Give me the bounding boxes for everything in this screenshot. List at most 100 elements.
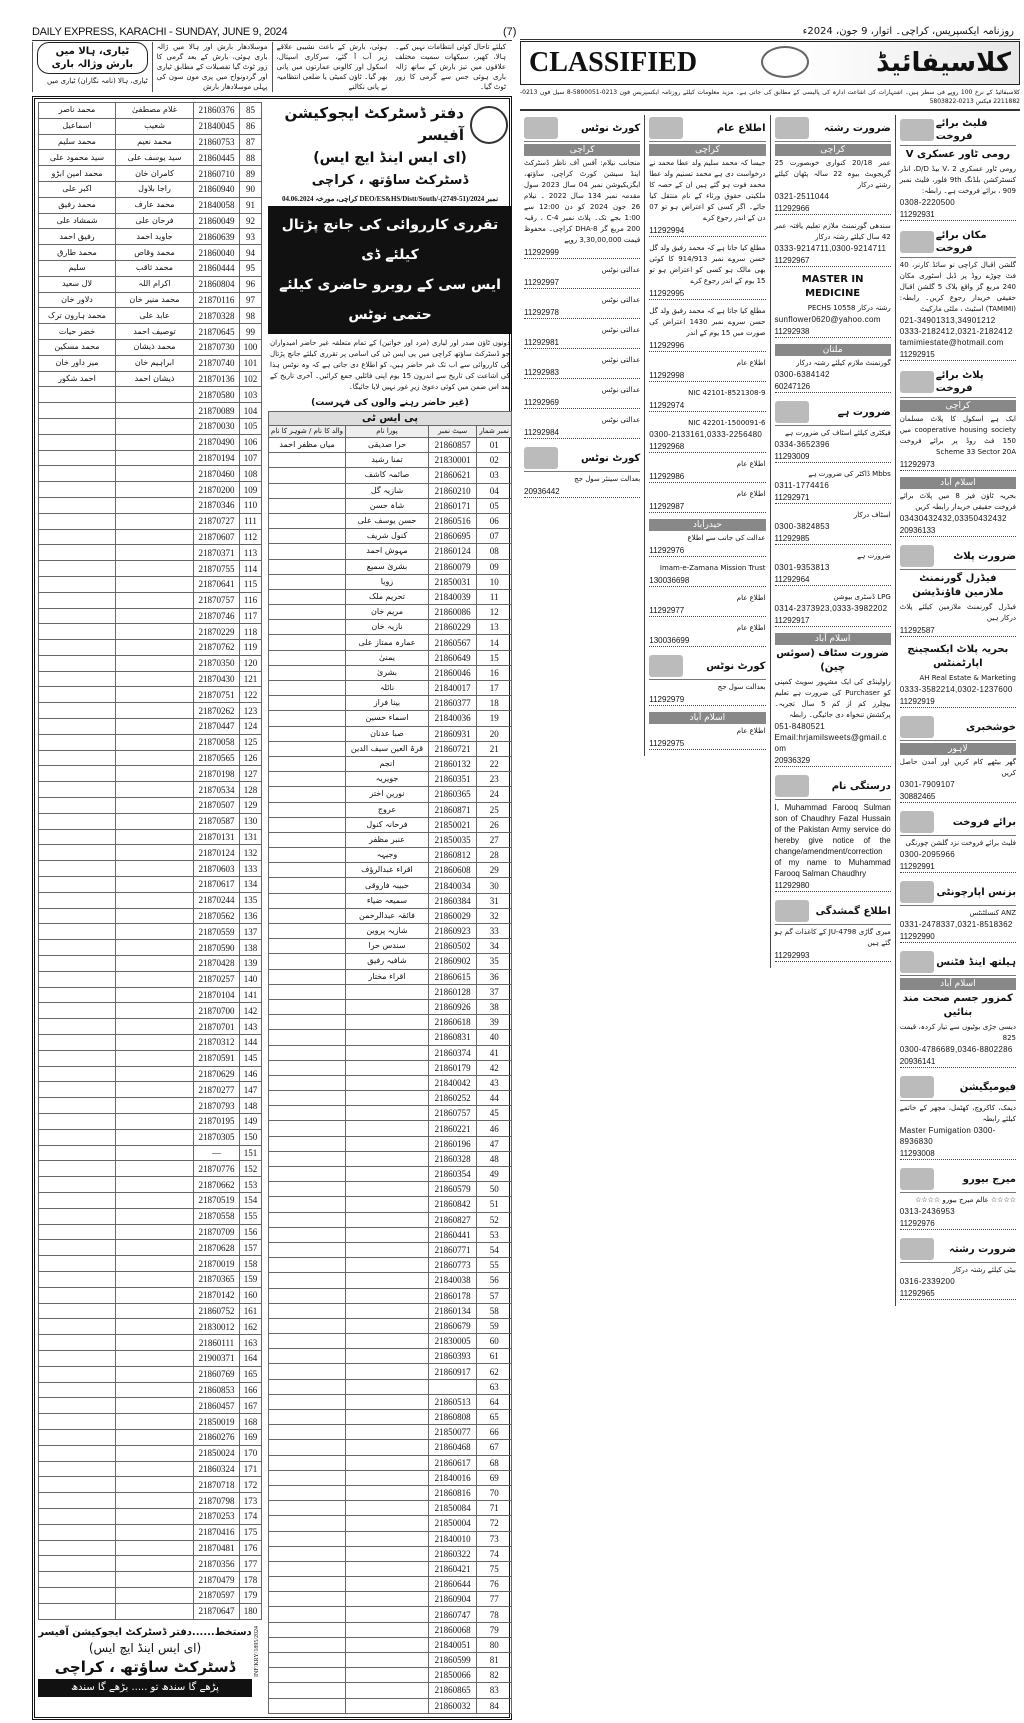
table-row: 125 21870058 bbox=[38, 733, 262, 751]
cell-serial: 37 bbox=[476, 983, 512, 1000]
table-row: 122 21870751 bbox=[38, 686, 262, 704]
cell-name bbox=[115, 1034, 194, 1051]
cell-father-name bbox=[38, 575, 116, 593]
cell-father-name bbox=[38, 449, 116, 467]
cell-serial: 115 bbox=[239, 575, 262, 593]
ad-number: 11292993 bbox=[774, 950, 891, 962]
cell-name bbox=[345, 1636, 429, 1654]
table-row: 147 21870277 bbox=[38, 1081, 262, 1099]
cell-seat-number: 21860032 bbox=[427, 1697, 478, 1714]
table-row: 10 21850031 زویا bbox=[267, 573, 512, 590]
table-row: 166 21860853 bbox=[38, 1381, 262, 1399]
cell-father-name bbox=[267, 1302, 347, 1319]
cell-name: وجیہہ bbox=[345, 847, 429, 864]
col-header-seat: سیٹ نمبر bbox=[427, 425, 478, 438]
masthead-english: DAILY EXPRESS, KARACHI - SUNDAY, JUNE 9,… bbox=[32, 26, 288, 38]
cell-name bbox=[115, 1476, 194, 1494]
cell-serial: 129 bbox=[239, 797, 262, 814]
cell-seat-number: 21870590 bbox=[193, 939, 240, 957]
table-row: 135 21870244 bbox=[38, 891, 262, 909]
table-row: 153 21870662 bbox=[38, 1176, 262, 1193]
news-column: کیلئے تاحال کوئی انتظامات نہیں کیے۔ ہالا… bbox=[395, 43, 506, 91]
ad-body: اطلاع عام bbox=[736, 490, 766, 498]
signature-row: دستخط......دفتر ڈسٹرکٹ ایجوکیشن آفیسر (ا… bbox=[38, 1620, 264, 1697]
cell-father-name bbox=[38, 1239, 116, 1257]
cell-name: راجا بلاول bbox=[115, 180, 194, 198]
cell-serial: 26 bbox=[476, 816, 512, 833]
table-row: 56 21840038 bbox=[267, 1272, 512, 1289]
cell-name bbox=[115, 797, 194, 814]
cell-seat-number: 21860831 bbox=[427, 1029, 478, 1046]
ad-heading: اطلاع گمشدگی bbox=[774, 898, 891, 925]
ad-body: عدالتی نوٹس bbox=[601, 296, 641, 304]
cell-serial: 170 bbox=[239, 1444, 262, 1462]
cell-father-name bbox=[267, 922, 347, 940]
cell-seat-number: 21860923 bbox=[427, 922, 478, 940]
cell-serial: 107 bbox=[239, 449, 262, 467]
cell-seat-number: 21860132 bbox=[427, 755, 478, 773]
ad-number: 11292915 bbox=[899, 349, 1016, 361]
ad-contact: 0300-4786689,0346-8802286 bbox=[899, 1045, 1013, 1054]
cell-serial: 147 bbox=[239, 1081, 262, 1099]
cell-father-name bbox=[38, 844, 116, 862]
cell-seat-number: 21850021 bbox=[427, 816, 478, 833]
cell-serial: 17 bbox=[476, 679, 512, 697]
ad-category: ضرورت رشتہ bbox=[949, 1243, 1016, 1255]
classified-ad: حیدرآباد عدالت کی جانب سے اطلاع 11292976 bbox=[649, 519, 766, 557]
cell-seat-number: 21830001 bbox=[427, 452, 478, 469]
cell-serial: 55 bbox=[476, 1257, 512, 1274]
cell-name bbox=[345, 1651, 429, 1669]
cell-father-name bbox=[267, 877, 347, 894]
classified-ad: عدالتی نوٹس 11292978 bbox=[524, 295, 641, 319]
cell-name bbox=[115, 702, 194, 720]
cell-name bbox=[345, 1439, 429, 1456]
cell-father-name bbox=[267, 1105, 347, 1122]
table-row: 67 21860468 bbox=[267, 1439, 512, 1456]
cell-father-name bbox=[38, 1097, 116, 1114]
cell-name bbox=[115, 876, 194, 893]
cell-father-name bbox=[38, 1444, 116, 1462]
cell-father-name bbox=[38, 1176, 116, 1193]
table-row: 144 21870312 bbox=[38, 1034, 262, 1051]
col-header-father: والد کا نام / شوہر کا نام bbox=[267, 425, 347, 438]
cell-seat-number: 21860468 bbox=[427, 1439, 478, 1456]
cell-seat-number: 21870762 bbox=[193, 639, 240, 656]
notice-left-column: 85 21860376 غلام مصطفیٰ محمد ناصر 86 21840045… bbox=[38, 102, 264, 1714]
ad-body: مطلع کیا جاتا ہے کہ محمد رفیق ولد گل حسن… bbox=[649, 244, 766, 285]
cell-seat-number: 21870709 bbox=[193, 1223, 240, 1241]
cell-name: صائمہ کاشف bbox=[345, 467, 429, 484]
cell-serial: 114 bbox=[239, 560, 262, 577]
ad-number: 11293009 bbox=[774, 451, 891, 463]
classified-ad: عدالتی نوٹس 11292984 bbox=[524, 415, 641, 439]
cell-serial: 146 bbox=[239, 1065, 262, 1083]
classified-ad: MASTER IN MEDICINE رشتہ درکار PECHS 10558… bbox=[774, 273, 891, 338]
cell-father-name bbox=[38, 560, 116, 577]
cell-serial: 22 bbox=[476, 755, 512, 773]
divider bbox=[520, 39, 1020, 40]
table-row: 18 21860377 بینا فراز bbox=[267, 695, 512, 712]
cell-name bbox=[345, 1484, 429, 1502]
cell-seat-number: 21870253 bbox=[193, 1507, 240, 1525]
cell-name bbox=[115, 1302, 194, 1320]
cell-name bbox=[345, 1272, 429, 1289]
cell-name: اکرام اللہ bbox=[115, 275, 194, 293]
cell-serial: 45 bbox=[476, 1105, 512, 1122]
cell-father-name bbox=[267, 679, 347, 697]
ad-heading: ضرورت رشتہ bbox=[899, 1236, 1016, 1263]
ad-body: بیٹی کیلئے رشتہ درکار bbox=[952, 1266, 1016, 1274]
cell-seat-number: 21860444 bbox=[193, 259, 240, 277]
cell-seat-number: 21860441 bbox=[427, 1226, 478, 1243]
ad-contact: 0314-2373923,0333-3982202 bbox=[774, 604, 888, 613]
cell-father-name bbox=[267, 847, 347, 864]
ad-contact: 03430432432,03350432432 bbox=[899, 514, 1007, 523]
cell-name bbox=[345, 1105, 429, 1122]
cell-name bbox=[345, 1348, 429, 1365]
cell-name bbox=[115, 575, 194, 593]
cell-seat-number: 21860049 bbox=[193, 212, 240, 230]
table-row: 02 21830001 تمنا رشید bbox=[267, 452, 512, 469]
cell-name bbox=[115, 1334, 194, 1351]
table-row: 169 21860276 bbox=[38, 1428, 262, 1446]
cell-seat-number: 21860221 bbox=[427, 1120, 478, 1137]
cell-seat-number: 21860513 bbox=[427, 1393, 478, 1411]
cell-father-name bbox=[267, 512, 347, 530]
